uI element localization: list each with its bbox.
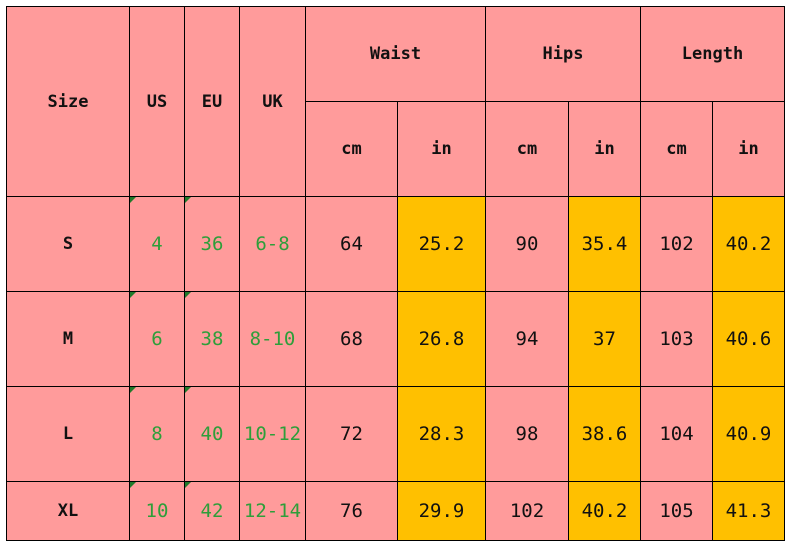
row-l-size: L — [7, 387, 130, 482]
row-l-eu: 40 — [185, 387, 240, 482]
header-hips-cm: cm — [486, 102, 569, 197]
header-us: US — [130, 7, 185, 197]
header-length: Length — [641, 7, 785, 102]
row-s-us-value: 4 — [151, 233, 163, 255]
row-m-eu: 38 — [185, 292, 240, 387]
row-s-eu: 36 — [185, 197, 240, 292]
cell-marker — [185, 387, 191, 393]
row-xl-length-cm: 105 — [641, 482, 713, 541]
row-m-us: 6 — [130, 292, 185, 387]
cell-marker — [130, 387, 136, 393]
row-s-length-cm: 102 — [641, 197, 713, 292]
row-l-us: 8 — [130, 387, 185, 482]
row-l-length-in: 40.9 — [713, 387, 785, 482]
header-hips: Hips — [486, 7, 641, 102]
row-s-waist-in: 25.2 — [398, 197, 486, 292]
row-l-waist-in: 28.3 — [398, 387, 486, 482]
row-m-length-in: 40.6 — [713, 292, 785, 387]
row-xl-waist-cm: 76 — [306, 482, 398, 541]
table-top-border — [6, 6, 785, 7]
row-m-size: M — [7, 292, 130, 387]
row-xl-waist-in: 29.9 — [398, 482, 486, 541]
row-xl-size: XL — [7, 482, 130, 541]
row-xl-us-value: 10 — [145, 500, 169, 522]
row-xl-eu-value: 42 — [200, 500, 224, 522]
row-s-hips-in: 35.4 — [569, 197, 641, 292]
row-l-length-cm: 104 — [641, 387, 713, 482]
cell-marker — [130, 292, 136, 298]
cell-marker — [130, 197, 136, 203]
row-l-waist-cm: 72 — [306, 387, 398, 482]
row-l-hips-cm: 98 — [486, 387, 569, 482]
header-eu: EU — [185, 7, 240, 197]
cell-marker — [130, 482, 136, 488]
row-m-waist-cm: 68 — [306, 292, 398, 387]
header-waist: Waist — [306, 7, 486, 102]
row-xl-uk: 12-14 — [240, 482, 306, 541]
row-l-hips-in: 38.6 — [569, 387, 641, 482]
row-m-waist-in: 26.8 — [398, 292, 486, 387]
header-size: Size — [7, 7, 130, 197]
cell-marker — [185, 482, 191, 488]
header-waist-in: in — [398, 102, 486, 197]
row-s-size: S — [7, 197, 130, 292]
header-hips-in: in — [569, 102, 641, 197]
row-s-hips-cm: 90 — [486, 197, 569, 292]
row-s-length-in: 40.2 — [713, 197, 785, 292]
row-l-us-value: 8 — [151, 423, 163, 445]
row-m-hips-cm: 94 — [486, 292, 569, 387]
row-xl-eu: 42 — [185, 482, 240, 541]
table-left-border — [6, 6, 7, 541]
header-uk: UK — [240, 7, 306, 197]
header-waist-cm: cm — [306, 102, 398, 197]
row-xl-length-in: 41.3 — [713, 482, 785, 541]
row-s-waist-cm: 64 — [306, 197, 398, 292]
header-length-cm: cm — [641, 102, 713, 197]
row-xl-hips-cm: 102 — [486, 482, 569, 541]
row-s-us: 4 — [130, 197, 185, 292]
row-l-uk: 10-12 — [240, 387, 306, 482]
row-m-uk: 8-10 — [240, 292, 306, 387]
cell-marker — [185, 197, 191, 203]
row-m-hips-in: 37 — [569, 292, 641, 387]
row-m-eu-value: 38 — [200, 328, 224, 350]
header-length-in: in — [713, 102, 785, 197]
row-m-length-cm: 103 — [641, 292, 713, 387]
row-s-uk: 6-8 — [240, 197, 306, 292]
row-l-eu-value: 40 — [200, 423, 224, 445]
row-m-us-value: 6 — [151, 328, 163, 350]
row-xl-hips-in: 40.2 — [569, 482, 641, 541]
cell-marker — [185, 292, 191, 298]
row-s-eu-value: 36 — [200, 233, 224, 255]
row-xl-us: 10 — [130, 482, 185, 541]
